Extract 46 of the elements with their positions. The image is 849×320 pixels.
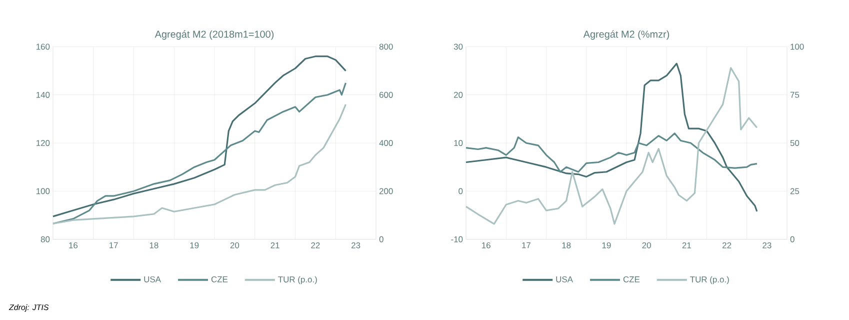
y-tick-label: 160 <box>36 44 50 50</box>
x-tick-label: 17 <box>522 242 530 248</box>
y2-tick-label: 600 <box>379 92 393 98</box>
y2-tick-label: 50 <box>790 140 800 146</box>
y-tick-label: -10 <box>451 236 463 242</box>
y2-tick-label: 0 <box>790 236 794 242</box>
legend-label: USA <box>556 276 573 282</box>
y2-tick-label: 200 <box>379 188 393 194</box>
y-tick-label: 0 <box>458 188 463 194</box>
x-tick-label: 21 <box>270 242 280 248</box>
x-tick-label: 18 <box>150 242 158 248</box>
y-tick-label: 20 <box>454 92 463 98</box>
x-tick-label: 23 <box>352 242 360 248</box>
line-series <box>52 56 347 218</box>
y-tick-label: 100 <box>36 188 50 194</box>
y2-tick-label: 75 <box>790 92 800 98</box>
y-tick-label: 10 <box>454 140 463 146</box>
y-tick-label: 140 <box>36 92 50 98</box>
legend-label: CZE <box>211 276 228 282</box>
legend-label: TUR (p.o.) <box>690 276 729 284</box>
legend-label: TUR (p.o.) <box>278 276 317 284</box>
x-tick-label: 17 <box>110 242 118 248</box>
y-tick-label: 80 <box>40 236 50 242</box>
x-tick-label: 22 <box>722 242 732 248</box>
x-tick-label: 19 <box>190 242 199 248</box>
x-tick-label: 16 <box>482 242 490 248</box>
x-tick-label: 16 <box>69 242 78 248</box>
y-tick-label: 30 <box>454 44 463 50</box>
y2-tick-label: 25 <box>790 188 800 194</box>
x-tick-label: 20 <box>230 242 240 248</box>
x-tick-label: 20 <box>642 242 651 248</box>
y-tick-label: 120 <box>36 140 50 146</box>
legend-label: CZE <box>623 276 640 282</box>
y2-tick-label: 800 <box>379 44 393 50</box>
chart-title: Agregát M2 (2018m1=100) <box>154 30 274 40</box>
line-series <box>465 132 758 173</box>
x-tick-label: 18 <box>562 242 571 248</box>
x-tick-label: 21 <box>682 242 691 248</box>
x-tick-label: 22 <box>311 242 320 248</box>
chart-title: Agregát M2 (%mzr) <box>583 30 670 40</box>
y2-tick-label: 100 <box>790 44 804 50</box>
legend-label: USA <box>144 276 161 282</box>
y2-tick-label: 0 <box>379 236 384 242</box>
x-tick-label: 19 <box>602 242 611 248</box>
y2-tick-label: 400 <box>379 140 393 146</box>
x-tick-label: 23 <box>762 242 772 248</box>
